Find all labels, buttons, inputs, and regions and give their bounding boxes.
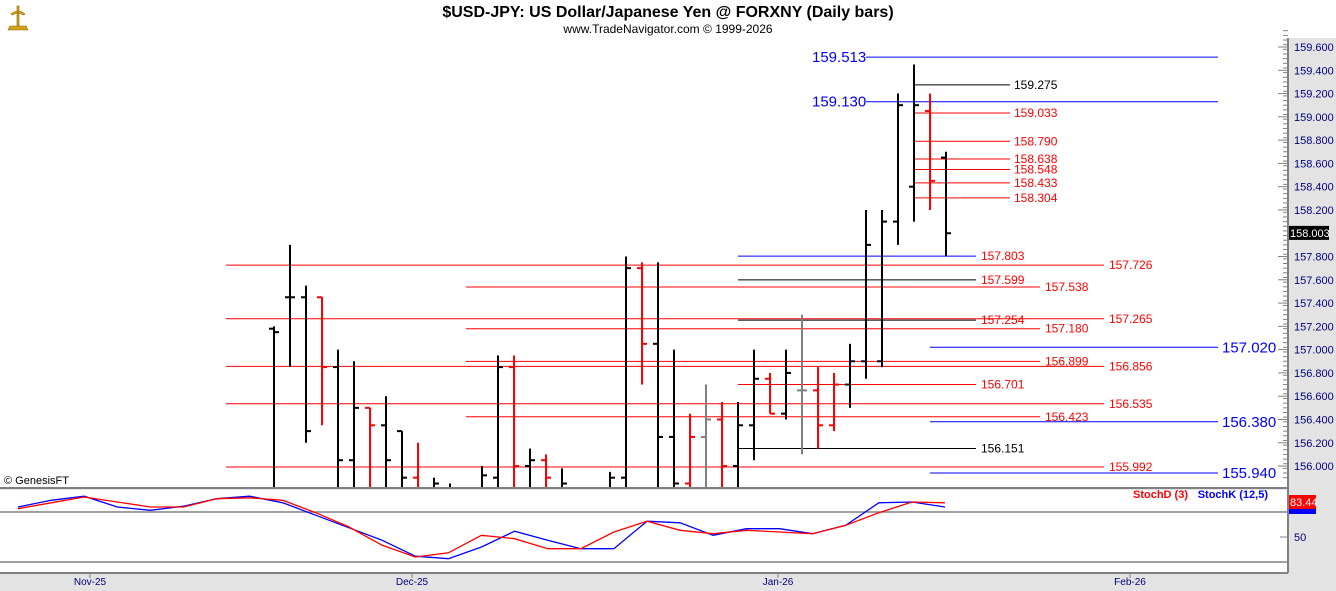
axis-tick-label: 159.000 bbox=[1294, 112, 1334, 124]
axis-tick-label: 157.800 bbox=[1294, 252, 1334, 264]
axis-tick-label: 156.200 bbox=[1294, 438, 1334, 450]
axis-tick-label: 158.200 bbox=[1294, 205, 1334, 217]
axis-tick-label: 156.800 bbox=[1294, 368, 1334, 380]
axis-tick-label: 159.600 bbox=[1294, 42, 1334, 54]
stoch-line-d bbox=[17, 496, 946, 558]
time-tick-label: Nov-25 bbox=[74, 577, 107, 588]
stochastic-panel bbox=[0, 490, 1288, 573]
watermark-text: © GenesisFT bbox=[4, 475, 69, 487]
level-label: 158.790 bbox=[1014, 134, 1058, 148]
axis-tick-label: 159.200 bbox=[1294, 89, 1334, 101]
last-price-badge bbox=[1289, 225, 1329, 240]
legend-stochd: StochD (3) bbox=[1133, 489, 1188, 501]
level-label: 157.180 bbox=[1045, 322, 1089, 336]
level-label: 159.513 bbox=[812, 49, 866, 66]
last-price-label: 158.003 bbox=[1290, 228, 1330, 240]
level-label: 158.433 bbox=[1014, 176, 1058, 190]
level-label: 156.701 bbox=[981, 377, 1025, 391]
chart-subtitle: www.TradeNavigator.com © 1999-2026 bbox=[562, 22, 772, 36]
time-axis: Nov-25 Dec-25 Jan-26 Feb-26 bbox=[74, 573, 1146, 588]
stochastic-lines: 50 83.44 bbox=[0, 495, 1318, 563]
stoch-last-value: 83.44 bbox=[1290, 497, 1318, 509]
level-label: 157.803 bbox=[981, 249, 1025, 263]
axis-tick-label: 159.400 bbox=[1294, 65, 1334, 77]
time-tick-label: Dec-25 bbox=[396, 577, 429, 588]
price-axis: 159.600 159.400 159.200 159.000 158.800 158.6… bbox=[1278, 30, 1334, 479]
stochk-value-badge bbox=[1289, 508, 1316, 514]
logo-icon bbox=[2, 2, 34, 34]
level-label: 155.940 bbox=[1222, 465, 1276, 482]
time-tick-label: Jan-26 bbox=[763, 577, 794, 588]
level-label: 156.151 bbox=[981, 441, 1025, 455]
level-label: 156.856 bbox=[1109, 359, 1153, 373]
price-panel bbox=[0, 38, 1288, 487]
axis-tick-label: 156.600 bbox=[1294, 391, 1334, 403]
level-label: 159.033 bbox=[1014, 106, 1058, 120]
level-label: 156.535 bbox=[1109, 397, 1153, 411]
level-label: 158.304 bbox=[1014, 191, 1058, 205]
level-label: 157.538 bbox=[1045, 280, 1089, 294]
stochd-value-badge bbox=[1289, 495, 1316, 509]
level-label: 157.599 bbox=[981, 273, 1025, 287]
level-label: 158.638 bbox=[1014, 152, 1058, 166]
axis-tick-label: 157.400 bbox=[1294, 298, 1334, 310]
title-bar bbox=[0, 0, 1336, 38]
level-label: 156.899 bbox=[1045, 354, 1089, 368]
chart-title: $USD-JPY: US Dollar/Japanese Yen @ FORXN… bbox=[442, 4, 893, 21]
legend-stochk: StochK (12,5) bbox=[1198, 489, 1269, 501]
stoch-tick-label: 50 bbox=[1294, 532, 1306, 544]
axis-tick-label: 156.400 bbox=[1294, 414, 1334, 426]
axis-tick-label: 157.200 bbox=[1294, 321, 1334, 333]
level-label: 159.275 bbox=[1014, 78, 1058, 92]
level-label: 159.130 bbox=[812, 94, 866, 111]
level-label: 155.992 bbox=[1109, 460, 1153, 474]
support-resistance-levels: 159.513 159.130 157.020 156.380 155.940 159.2… bbox=[226, 49, 1276, 482]
axis-tick-label: 157.600 bbox=[1294, 275, 1334, 287]
level-label: 158.548 bbox=[1014, 162, 1058, 176]
level-label: 157.726 bbox=[1109, 258, 1153, 272]
level-label: 157.265 bbox=[1109, 312, 1153, 326]
level-label: 156.380 bbox=[1222, 414, 1276, 431]
level-label: 157.020 bbox=[1222, 339, 1276, 356]
axis-tick-label: 157.000 bbox=[1294, 345, 1334, 357]
price-bars bbox=[269, 64, 951, 487]
axis-tick-label: 158.400 bbox=[1294, 182, 1334, 194]
axis-tick-label: 158.600 bbox=[1294, 158, 1334, 170]
time-tick-label: Feb-26 bbox=[1114, 577, 1146, 588]
axis-tick-label: 158.800 bbox=[1294, 135, 1334, 147]
level-label: 157.254 bbox=[981, 313, 1025, 327]
axis-tick-label: 156.000 bbox=[1294, 461, 1334, 473]
level-label: 156.423 bbox=[1045, 410, 1089, 424]
